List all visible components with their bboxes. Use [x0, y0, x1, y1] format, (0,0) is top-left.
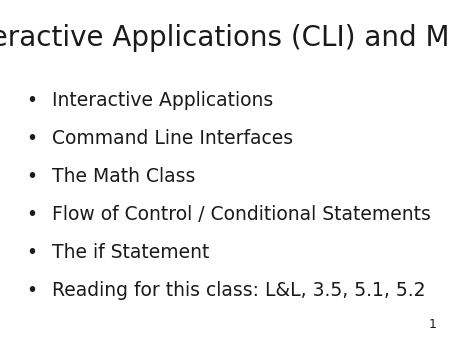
Text: •: • [26, 243, 37, 262]
Text: The if Statement: The if Statement [52, 243, 209, 262]
Text: Interactive Applications (CLI) and Math: Interactive Applications (CLI) and Math [0, 24, 450, 52]
Text: •: • [26, 91, 37, 110]
Text: Command Line Interfaces: Command Line Interfaces [52, 129, 293, 148]
Text: Interactive Applications: Interactive Applications [52, 91, 273, 110]
Text: 1: 1 [428, 318, 436, 331]
Text: •: • [26, 205, 37, 224]
Text: The Math Class: The Math Class [52, 167, 195, 186]
Text: •: • [26, 281, 37, 299]
Text: Flow of Control / Conditional Statements: Flow of Control / Conditional Statements [52, 205, 431, 224]
Text: •: • [26, 129, 37, 148]
Text: Reading for this class: L&L, 3.5, 5.1, 5.2: Reading for this class: L&L, 3.5, 5.1, 5… [52, 281, 425, 299]
Text: •: • [26, 167, 37, 186]
